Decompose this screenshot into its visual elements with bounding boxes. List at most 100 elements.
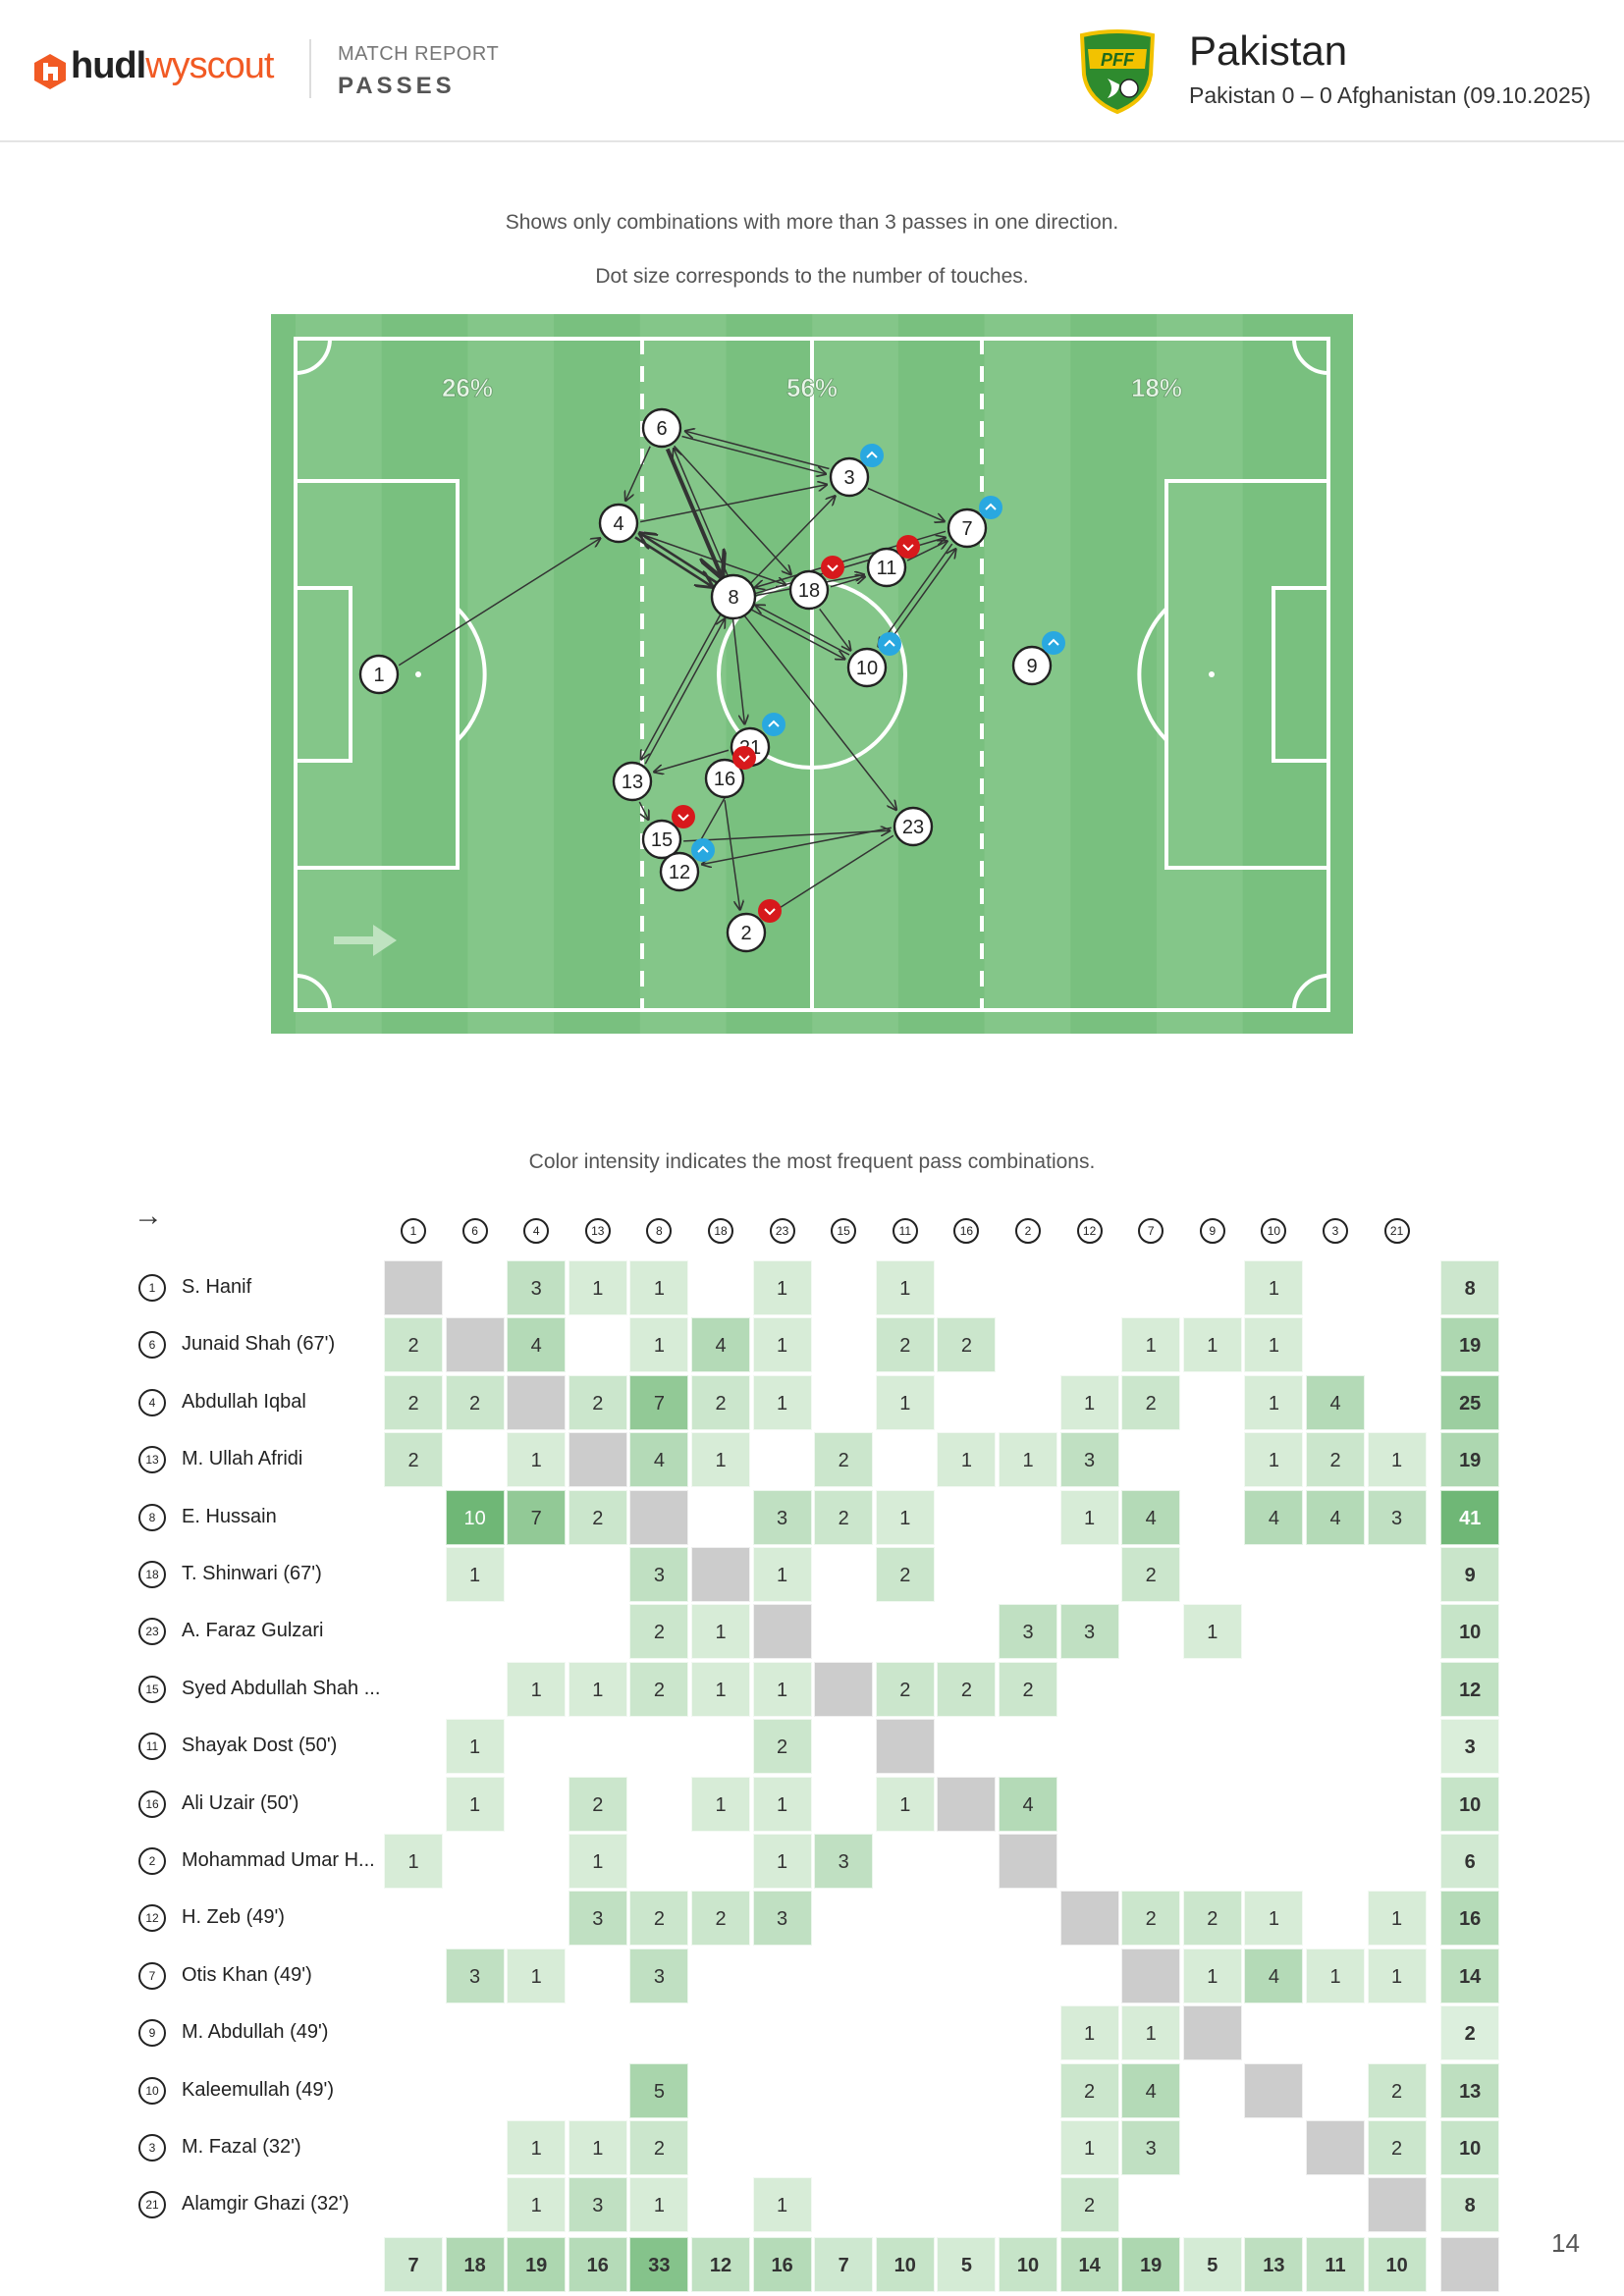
chevron-up-icon <box>762 713 785 736</box>
matrix-empty-cell <box>937 2005 997 2061</box>
player-node-3: 3 <box>829 444 884 498</box>
matrix-empty-cell <box>937 1948 997 2003</box>
matrix-empty-cell <box>1367 1776 1427 1832</box>
matrix-cell: 3 <box>1059 1604 1119 1660</box>
player-node-7: 7 <box>947 496 1002 549</box>
column-header-player: 13 <box>584 1218 611 1244</box>
matrix-diagonal-cell <box>1367 2177 1427 2233</box>
matrix-empty-cell <box>752 2120 812 2175</box>
matrix-cell: 1 <box>752 1776 812 1832</box>
matrix-empty-cell <box>445 1432 505 1488</box>
direction-arrow-icon: → <box>134 1200 163 1232</box>
row-total-cell: 16 <box>1440 1891 1500 1947</box>
row-player-number: 8 <box>138 1503 166 1531</box>
player-number: 13 <box>622 772 643 793</box>
pass-edge-8-to-23 <box>743 614 896 810</box>
column-header-player: 7 <box>1138 1218 1164 1244</box>
pass-edge-8-to-6 <box>674 449 729 576</box>
matrix-empty-cell <box>1244 1719 1304 1775</box>
column-total-cell: 19 <box>507 2236 567 2292</box>
matrix-cell: 3 <box>1367 1489 1427 1545</box>
left-penalty-spot <box>415 671 421 677</box>
matrix-empty-cell <box>875 2120 935 2175</box>
corner-arc-bottom-right <box>1292 974 1329 1011</box>
matrix-cell: 7 <box>507 1489 567 1545</box>
matrix-cell: 2 <box>875 1547 935 1602</box>
player-number: 8 <box>728 587 738 609</box>
matrix-cell: 2 <box>568 1489 627 1545</box>
matrix-cell: 4 <box>691 1317 750 1373</box>
matrix-empty-cell <box>1121 1260 1181 1315</box>
matrix-cell: 4 <box>1306 1374 1365 1430</box>
matrix-cell: 4 <box>1121 2062 1181 2118</box>
pass-edge-11-to-7 <box>906 541 947 561</box>
pass-edge-6-to-3 <box>681 435 826 473</box>
matrix-empty-cell <box>1059 1948 1119 2003</box>
column-header-player: 3 <box>1323 1218 1348 1244</box>
matrix-cell: 1 <box>1244 1317 1304 1373</box>
column-header-player: 1 <box>401 1218 426 1244</box>
matrix-empty-cell <box>568 2005 627 2061</box>
matrix-empty-cell <box>507 1776 567 1832</box>
matrix-empty-cell <box>568 1547 627 1602</box>
player-number: 6 <box>656 418 667 440</box>
matrix-empty-cell <box>1182 1374 1242 1430</box>
matrix-empty-cell <box>1367 1834 1427 1889</box>
matrix-empty-cell <box>937 1891 997 1947</box>
matrix-cell: 1 <box>507 1948 567 2003</box>
team-name: Pakistan <box>1189 27 1348 74</box>
player-number: 18 <box>798 580 820 602</box>
zone-label-defensive: 26% <box>442 373 493 402</box>
row-player-name: M. Abdullah (49') <box>182 2021 329 2044</box>
matrix-cell: 2 <box>1059 2062 1119 2118</box>
matrix-cell: 1 <box>875 1374 935 1430</box>
player-dot <box>704 758 745 799</box>
corner-arc-top-left <box>295 338 332 375</box>
matrix-empty-cell <box>814 1948 874 2003</box>
matrix-cell: 3 <box>752 1489 812 1545</box>
matrix-cell: 3 <box>568 2177 627 2233</box>
matrix-empty-cell <box>445 2120 505 2175</box>
matrix-empty-cell <box>1182 2120 1242 2175</box>
player-node-10: 10 <box>846 632 901 688</box>
matrix-empty-cell <box>1059 1661 1119 1717</box>
matrix-cell: 2 <box>568 1374 627 1430</box>
matrix-empty-cell <box>384 1547 443 1602</box>
matrix-cell: 1 <box>445 1719 505 1775</box>
matrix-diagonal-cell <box>1121 1948 1181 2003</box>
matrix-empty-cell <box>1182 1547 1242 1602</box>
matrix-empty-cell <box>999 1489 1057 1545</box>
matrix-empty-cell <box>1367 1719 1427 1775</box>
matrix-empty-cell <box>937 2062 997 2118</box>
matrix-cell: 2 <box>691 1891 750 1947</box>
zone-label-middle: 56% <box>786 373 838 402</box>
pass-edge-10-to-8 <box>756 606 850 656</box>
matrix-cell: 2 <box>1121 1547 1181 1602</box>
column-header-player: 4 <box>523 1218 550 1244</box>
matrix-cell: 3 <box>1059 1432 1119 1488</box>
matrix-cell: 2 <box>1121 1374 1181 1430</box>
row-player-number: 10 <box>138 2076 166 2105</box>
matrix-empty-cell <box>384 1948 443 2003</box>
row-player-name: Mohammad Umar H... <box>182 1849 375 1871</box>
matrix-empty-cell <box>384 2177 443 2233</box>
matrix-cell: 3 <box>629 1948 689 2003</box>
matrix-cell: 1 <box>691 1604 750 1660</box>
matrix-cell: 3 <box>1121 2120 1181 2175</box>
matrix-diagonal-cell <box>999 1834 1057 1889</box>
matrix-empty-cell <box>507 2005 567 2061</box>
matrix-empty-cell <box>814 2120 874 2175</box>
matrix-empty-cell <box>937 1374 997 1430</box>
matrix-cell: 1 <box>875 1260 935 1315</box>
matrix-cell: 1 <box>1182 1948 1242 2003</box>
matrix-cell: 2 <box>629 2120 689 2175</box>
player-node-18: 18 <box>788 556 844 611</box>
matrix-empty-cell <box>1182 1260 1242 1315</box>
matrix-empty-cell <box>691 2005 750 2061</box>
matrix-empty-cell <box>875 1891 935 1947</box>
matrix-empty-cell <box>814 2005 874 2061</box>
matrix-empty-cell <box>507 1834 567 1889</box>
matrix-empty-cell <box>999 1547 1057 1602</box>
matrix-empty-cell <box>568 1719 627 1775</box>
row-player-name: Syed Abdullah Shah ... <box>182 1677 381 1699</box>
